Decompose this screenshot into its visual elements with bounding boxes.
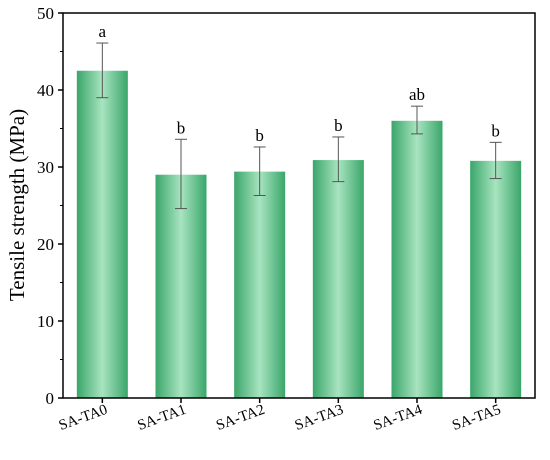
y-tick-label: 50	[37, 4, 54, 23]
error-bars-group	[96, 42, 502, 210]
category-label: SA-TA2	[214, 402, 267, 434]
y-tick-label: 40	[37, 81, 54, 100]
category-label: SA-TA3	[293, 402, 346, 434]
significance-label: ab	[409, 85, 425, 104]
y-tick-label: 10	[37, 312, 54, 331]
significance-label: a	[99, 22, 107, 41]
bar-sa-ta3	[312, 160, 364, 398]
significance-label: b	[491, 121, 500, 140]
category-label: SA-TA5	[450, 402, 503, 434]
bar-sa-ta4	[391, 120, 443, 399]
category-label: SA-TA1	[135, 402, 188, 434]
bar-sa-ta0	[76, 70, 128, 398]
x-axis: SA-TA0 SA-TA1 SA-TA2 SA-TA3 SA-TA4 SA-TA5	[57, 398, 503, 434]
plot-frame	[62, 12, 536, 399]
y-axis-title: Tensile strength (MPa)	[5, 109, 29, 301]
bar-sa-ta2	[234, 171, 286, 398]
bars-group	[76, 70, 522, 399]
bar-sa-ta5	[470, 160, 522, 398]
category-label: SA-TA4	[371, 402, 424, 434]
y-tick-label: 0	[46, 389, 55, 408]
category-label: SA-TA0	[57, 402, 110, 434]
y-tick-label: 20	[37, 235, 54, 254]
bar-sa-ta1	[155, 174, 207, 398]
significance-label: b	[255, 126, 264, 145]
significance-label: b	[334, 116, 343, 135]
y-tick-label: 30	[37, 158, 54, 177]
y-axis: 0 10 20 30 40 50	[37, 4, 63, 408]
significance-label: b	[177, 118, 186, 137]
